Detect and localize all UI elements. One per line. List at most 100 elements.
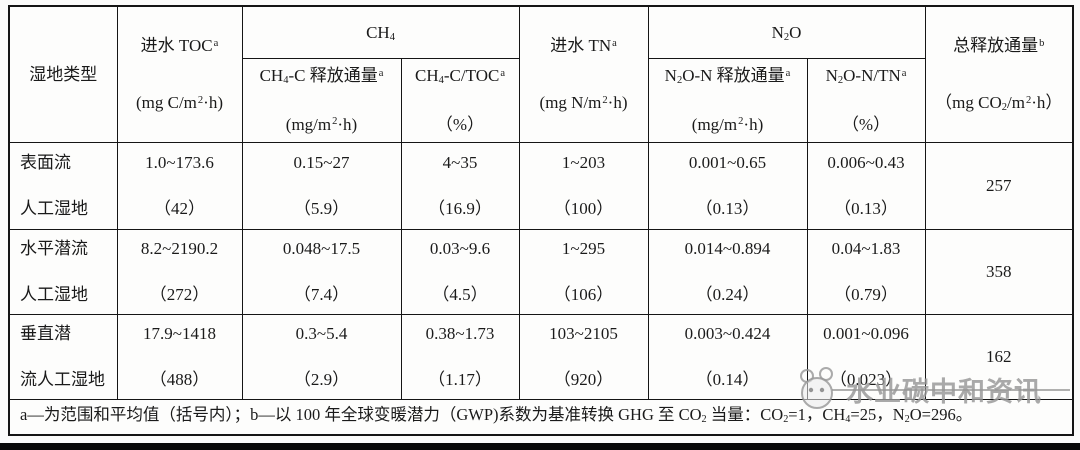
- cell-n2o-flux: 0.014~0.894 （0.24）: [647, 228, 808, 315]
- header-unit: （%）: [841, 114, 891, 134]
- cell-range: 0.15~27: [293, 152, 350, 172]
- cell-ch4-ratio: 0.38~1.73 （1.17）: [400, 313, 520, 400]
- cell-n2o-ratio: 0.04~1.83 （0.79）: [806, 228, 926, 315]
- cell-tn: 1~203 （100）: [518, 141, 649, 230]
- header-unit: （mg CO2/m2·h）: [935, 93, 1063, 114]
- cell-mean: （4.5）: [432, 285, 488, 304]
- cell-range: 0.03~9.6: [429, 238, 491, 258]
- cell-total: 162: [924, 313, 1074, 400]
- header-row-groups: 湿地类型 进水 TOCa (mg C/m2·h) CH4 进水 TNa (mg …: [8, 5, 1074, 143]
- col-group-n2o: N2O: [647, 5, 926, 59]
- cell-range: 0.014~0.894: [684, 238, 771, 258]
- cell-wetland-type: 水平潜流 人工湿地: [8, 228, 118, 315]
- cell-total: 358: [924, 228, 1074, 315]
- header-label: N2O-N 释放通量a: [664, 66, 791, 87]
- cell-mean: （16.9）: [428, 199, 492, 218]
- cell-n2o-flux: 0.003~0.424 （0.14）: [647, 313, 808, 400]
- cell-mean: （0.13）: [834, 199, 898, 218]
- cell-range: 8.2~2190.2: [140, 238, 219, 258]
- cell-n2o-flux: 0.001~0.65 （0.13）: [647, 141, 808, 230]
- cell-range: 0.003~0.424: [684, 323, 771, 343]
- header-unit: (mg/m2·h): [285, 114, 358, 134]
- table-footnote: a—为范围和平均值（括号内）；b—以 100 年全球变暖潜力（GWP)系数为基准…: [8, 398, 1074, 436]
- cell-toc: 17.9~1418 （488）: [116, 313, 243, 400]
- cell-ch4-flux: 0.3~5.4 （2.9）: [241, 313, 402, 400]
- col-header-n2o-ratio: N2O-N/TNa （%）: [806, 57, 926, 143]
- cell-range: 0.04~1.83: [831, 238, 901, 258]
- cell-wetland-type: 表面流 人工湿地: [8, 141, 118, 230]
- header-label: N2O-N/TNa: [825, 66, 907, 87]
- header-label: 湿地类型: [29, 64, 98, 84]
- cell-mean: （1.17）: [428, 370, 492, 389]
- cell-mean: （0.79）: [834, 285, 898, 304]
- cell-range: 17.9~1418: [143, 323, 216, 343]
- cell-mean: （42）: [154, 199, 205, 218]
- header-unit: (mg/m2·h): [691, 114, 764, 134]
- footnote-row: a—为范围和平均值（括号内）；b—以 100 年全球变暖潜力（GWP)系数为基准…: [8, 398, 1074, 436]
- cell-ch4-ratio: 0.03~9.6 （4.5）: [400, 228, 520, 315]
- col-group-ch4: CH4: [241, 5, 520, 59]
- cell-ch4-flux: 0.15~27 （5.9）: [241, 141, 402, 230]
- group-label: N2O: [771, 22, 802, 43]
- bottom-border-bar: [0, 443, 1080, 450]
- table-row-surface-flow: 表面流 人工湿地 1.0~173.6 （42） 0.15~27 （5.9） 4~…: [8, 141, 1074, 230]
- wetland-emissions-table: 湿地类型 进水 TOCa (mg C/m2·h) CH4 进水 TNa (mg …: [8, 5, 1075, 436]
- header-label: 进水 TOCa: [140, 36, 219, 55]
- cell-ch4-ratio: 4~35 （16.9）: [400, 141, 520, 230]
- cell-toc: 1.0~173.6 （42）: [116, 141, 243, 230]
- cell-line: 垂直潜: [20, 323, 71, 343]
- cell-tn: 1~295 （106）: [518, 228, 649, 315]
- cell-mean: （5.9）: [293, 199, 350, 218]
- cell-range: 0.048~17.5: [282, 238, 361, 258]
- cell-mean: （0.13）: [695, 199, 760, 218]
- cell-range: 0.001~0.096: [823, 323, 909, 343]
- cell-mean: （920）: [553, 370, 614, 389]
- cell-line: 人工湿地: [20, 199, 88, 218]
- cell-tn: 103~2105 （920）: [518, 313, 649, 400]
- cell-mean: （488）: [149, 370, 210, 389]
- col-header-influent-toc: 进水 TOCa (mg C/m2·h): [116, 5, 243, 143]
- cell-mean: （2.9）: [293, 370, 350, 389]
- cell-line: 表面流: [20, 152, 71, 172]
- cell-mean: （0.24）: [695, 285, 760, 304]
- col-header-ch4-ratio: CH4-C/TOCa （%）: [400, 57, 520, 143]
- cell-range: 103~2105: [549, 323, 618, 343]
- cell-ch4-flux: 0.048~17.5 （7.4）: [241, 228, 402, 315]
- col-header-influent-tn: 进水 TNa (mg N/m2·h): [518, 5, 649, 143]
- cell-line: 水平潜流: [20, 238, 88, 258]
- cell-range: 1.0~173.6: [145, 152, 214, 172]
- table-row-horizontal-subsurface: 水平潜流 人工湿地 8.2~2190.2 （272） 0.048~17.5 （7…: [8, 228, 1074, 315]
- cell-value: 358: [986, 261, 1012, 281]
- cell-range: 0.3~5.4: [295, 323, 348, 343]
- col-header-n2o-flux: N2O-N 释放通量a (mg/m2·h): [647, 57, 808, 143]
- cell-line: 人工湿地: [20, 285, 88, 304]
- header-unit: (mg C/m2·h): [135, 93, 223, 113]
- header-label: CH4-C 释放通量a: [259, 66, 384, 87]
- cell-range: 1~295: [561, 238, 606, 258]
- cell-mean: （272）: [149, 285, 210, 304]
- cell-mean: （106）: [553, 285, 614, 304]
- cell-line: 流人工湿地: [20, 370, 105, 389]
- table-row-vertical-subsurface: 垂直潜 流人工湿地 17.9~1418 （488） 0.3~5.4 （2.9） …: [8, 313, 1074, 400]
- cell-total: 257: [924, 141, 1074, 230]
- cell-range: 1~203: [561, 152, 606, 172]
- header-label: CH4-C/TOCa: [415, 66, 505, 87]
- cell-mean: （7.4）: [293, 285, 350, 304]
- col-header-wetland-type: 湿地类型: [8, 5, 118, 143]
- cell-value: 257: [986, 175, 1012, 195]
- header-label: 总释放通量b: [953, 36, 1045, 55]
- cell-mean: （100）: [553, 199, 614, 218]
- cell-n2o-ratio: 0.006~0.43 （0.13）: [806, 141, 926, 230]
- cell-range: 0.001~0.65: [688, 152, 767, 172]
- col-header-ch4-flux: CH4-C 释放通量a (mg/m2·h): [241, 57, 402, 143]
- cell-value: 162: [986, 346, 1012, 366]
- cell-toc: 8.2~2190.2 （272）: [116, 228, 243, 315]
- col-header-total-flux: 总释放通量b （mg CO2/m2·h）: [924, 5, 1074, 143]
- cell-mean: （0.14）: [695, 370, 760, 389]
- cell-range: 4~35: [442, 152, 478, 172]
- cell-range: 0.38~1.73: [425, 323, 495, 343]
- header-unit: (mg N/m2·h): [539, 93, 628, 113]
- header-label: 进水 TNa: [550, 36, 617, 55]
- cell-range: 0.006~0.43: [827, 152, 905, 172]
- cell-wetland-type: 垂直潜 流人工湿地: [8, 313, 118, 400]
